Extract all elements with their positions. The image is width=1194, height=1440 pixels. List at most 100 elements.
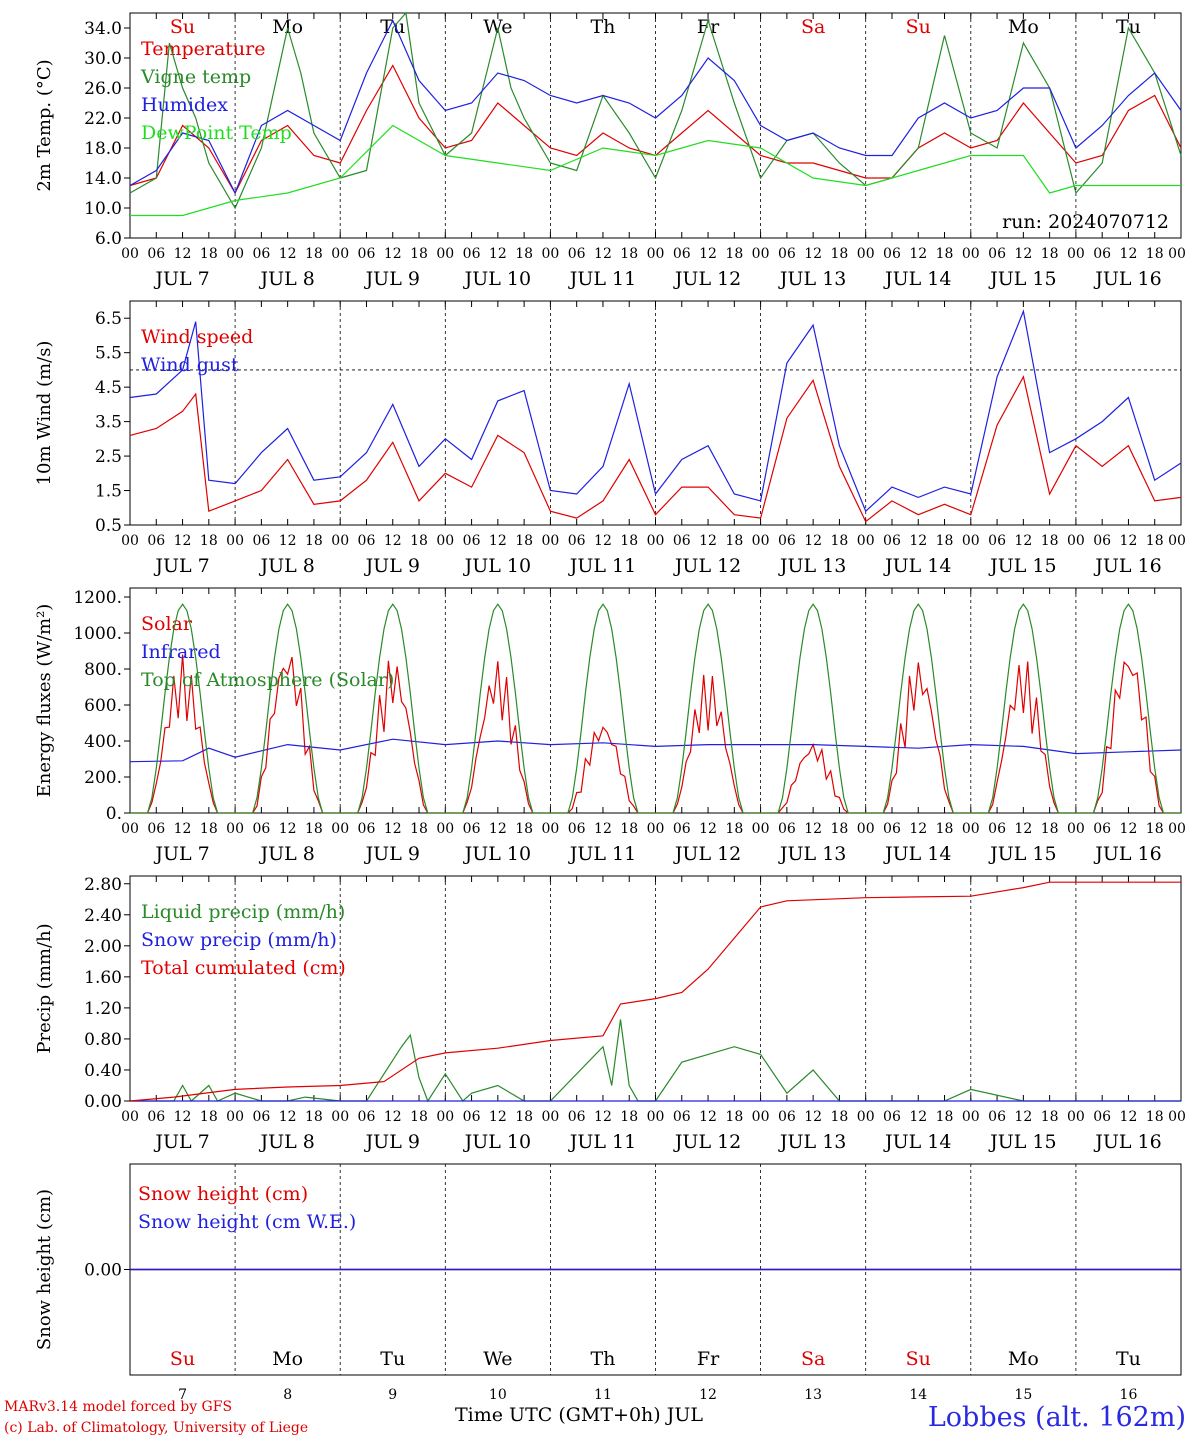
hour-tick-label: 00 xyxy=(857,246,875,262)
y-tick-label: 22.0 xyxy=(84,109,122,129)
day-number-label: 12 xyxy=(699,1387,717,1403)
day-number-label: 15 xyxy=(1014,1387,1032,1403)
y-tick-label: 1200. xyxy=(73,588,122,608)
date-label: JUL 9 xyxy=(364,268,420,290)
hour-tick-label: 06 xyxy=(252,821,270,837)
hour-tick-label: 00 xyxy=(1067,821,1085,837)
hour-tick-label: 12 xyxy=(489,1109,507,1125)
hour-tick-label: 06 xyxy=(568,821,586,837)
y-tick-label: 2.40 xyxy=(84,906,122,926)
hour-tick-label: 06 xyxy=(568,1109,586,1125)
hour-tick-label: 12 xyxy=(174,246,192,262)
hour-tick-label: 00 xyxy=(541,1109,559,1125)
weekday-label: Su xyxy=(170,1348,195,1370)
hour-tick-label: 12 xyxy=(1120,246,1138,262)
weekday-label: Mo xyxy=(1008,1348,1039,1370)
date-label: JUL 11 xyxy=(568,555,636,577)
date-label: JUL 16 xyxy=(1093,843,1161,865)
hour-tick-label: 12 xyxy=(699,821,717,837)
y-tick-label: 1.5 xyxy=(95,482,122,502)
hour-tick-label: 06 xyxy=(358,1109,376,1125)
hour-tick-label: 12 xyxy=(909,1109,927,1125)
date-label: JUL 8 xyxy=(258,555,314,577)
hour-tick-label: 18 xyxy=(725,821,743,837)
hour-tick-label: 18 xyxy=(620,821,638,837)
hour-tick-label: 18 xyxy=(831,821,849,837)
hour-tick-label: 00 xyxy=(1067,246,1085,262)
y-tick-label: 200. xyxy=(84,768,122,788)
station-name: Lobbes (alt. 162m) xyxy=(927,1402,1186,1433)
hour-tick-label: 06 xyxy=(358,246,376,262)
hour-tick-label: 00 xyxy=(1067,1109,1085,1125)
hour-tick-label: 12 xyxy=(699,246,717,262)
hour-tick-label: 06 xyxy=(147,1109,165,1125)
series-line xyxy=(129,11,1182,210)
hour-tick-label: 00 xyxy=(226,1109,244,1125)
hour-tick-label: 18 xyxy=(620,246,638,262)
hour-tick-label: 18 xyxy=(305,246,323,262)
hour-tick-label: 12 xyxy=(804,1109,822,1125)
hour-tick-label: 18 xyxy=(305,821,323,837)
date-label: JUL 7 xyxy=(153,843,209,865)
y-tick-label: 2.80 xyxy=(84,875,122,895)
hour-tick-label: 00 xyxy=(962,246,980,262)
day-number-label: 14 xyxy=(909,1387,927,1403)
hour-tick-label: 06 xyxy=(463,1109,481,1125)
hour-tick-label: 12 xyxy=(1014,1109,1032,1125)
legend-entry: Snow precip (mm/h) xyxy=(141,929,337,951)
date-label: JUL 14 xyxy=(883,1131,951,1153)
hour-tick-label: 00 xyxy=(436,821,454,837)
hour-tick-label: 00 xyxy=(752,821,770,837)
credit-line-1: MARv3.14 model forced by GFS xyxy=(4,1399,233,1415)
hour-tick-label: 12 xyxy=(594,1109,612,1125)
y-axis-label: 10m Wind (m/s) xyxy=(34,341,55,486)
hour-tick-label: 18 xyxy=(410,1109,428,1125)
hour-tick-label: 00 xyxy=(1168,246,1186,262)
hour-tick-label: 12 xyxy=(804,533,822,549)
date-label: JUL 13 xyxy=(778,555,846,577)
legend-entry: Vigne temp xyxy=(140,66,251,88)
hour-tick-label: 06 xyxy=(988,246,1006,262)
hour-tick-label: 18 xyxy=(936,821,954,837)
date-label: JUL 13 xyxy=(778,843,846,865)
weekday-label: Fr xyxy=(697,16,720,38)
hour-tick-label: 06 xyxy=(988,821,1006,837)
series-line xyxy=(129,738,1182,763)
y-tick-label: 0. xyxy=(106,804,122,824)
hour-tick-label: 12 xyxy=(174,1109,192,1125)
hour-tick-label: 12 xyxy=(1014,533,1032,549)
hour-tick-label: 06 xyxy=(673,821,691,837)
hour-tick-label: 00 xyxy=(647,246,665,262)
hour-tick-label: 12 xyxy=(384,246,402,262)
hour-tick-label: 06 xyxy=(673,1109,691,1125)
hour-tick-label: 00 xyxy=(1067,533,1085,549)
date-label: JUL 13 xyxy=(778,268,846,290)
hour-tick-label: 12 xyxy=(1120,821,1138,837)
hour-tick-label: 12 xyxy=(699,533,717,549)
legend-entry: Total cumulated (cm) xyxy=(141,957,346,979)
hour-tick-label: 06 xyxy=(252,1109,270,1125)
y-axis-label: Snow height (cm) xyxy=(34,1189,55,1350)
hour-tick-label: 00 xyxy=(541,246,559,262)
hour-tick-label: 00 xyxy=(226,246,244,262)
hour-tick-label: 18 xyxy=(1041,821,1059,837)
hour-tick-label: 00 xyxy=(857,1109,875,1125)
hour-tick-label: 00 xyxy=(331,246,349,262)
date-label: JUL 15 xyxy=(988,843,1056,865)
hour-tick-label: 00 xyxy=(541,821,559,837)
weekday-label: Mo xyxy=(272,1348,303,1370)
hour-tick-label: 18 xyxy=(515,533,533,549)
date-label: JUL 15 xyxy=(988,1131,1056,1153)
hour-tick-label: 06 xyxy=(463,246,481,262)
hour-tick-label: 12 xyxy=(594,533,612,549)
hour-tick-label: 18 xyxy=(200,246,218,262)
weekday-label: Tu xyxy=(1116,1348,1141,1370)
hour-tick-label: 18 xyxy=(1146,821,1164,837)
hour-tick-label: 00 xyxy=(121,821,139,837)
hour-tick-label: 18 xyxy=(1146,246,1164,262)
date-label: JUL 12 xyxy=(673,268,741,290)
hour-tick-label: 00 xyxy=(1168,1109,1186,1125)
series-line xyxy=(129,881,1181,1102)
legend-entry: Solar xyxy=(141,613,193,635)
weekday-label: Tu xyxy=(380,1348,405,1370)
